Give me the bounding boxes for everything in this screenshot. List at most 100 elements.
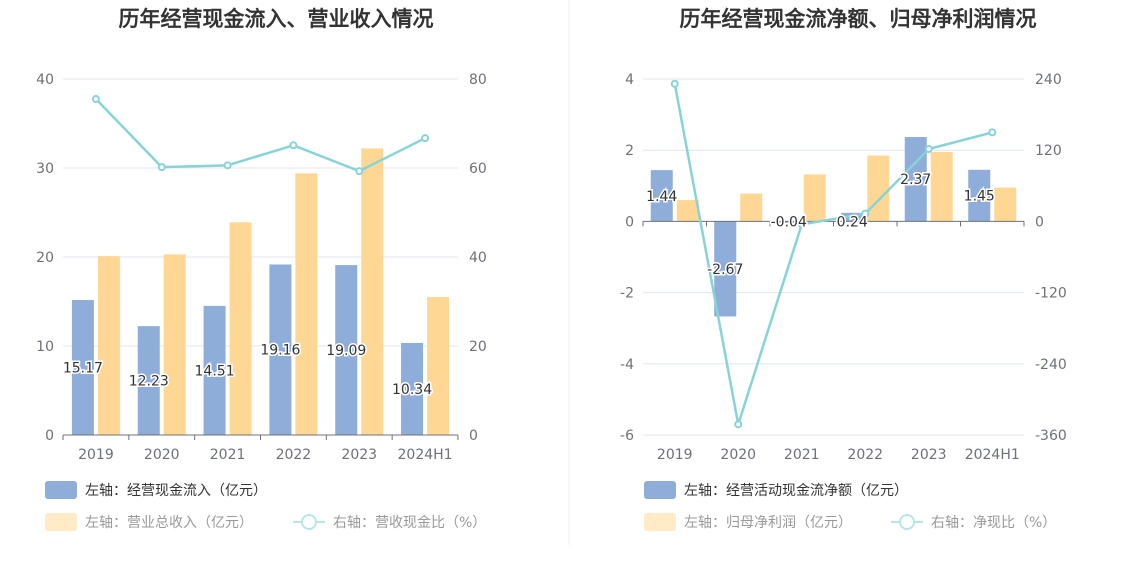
y-left-tick-label: 2 xyxy=(625,143,634,159)
y-right-tick-label: 40 xyxy=(469,250,487,266)
x-tick-label: 2023 xyxy=(341,447,377,463)
y-left-tick-label: 30 xyxy=(36,161,54,177)
data-label: -0.04 xyxy=(771,214,807,230)
data-label: 2.37 xyxy=(900,172,931,188)
bar-primary xyxy=(777,221,800,223)
x-tick-label: 2019 xyxy=(78,447,114,463)
bar-secondary xyxy=(994,187,1017,222)
data-labels: 15.17 12.23 14.51 19.16 19.09 10.34 xyxy=(61,341,433,399)
bar-secondary xyxy=(229,222,252,435)
legend: 左轴：经营活动现金流净额（亿元） 左轴：归母净利润（亿元） 右轴：净现比（%） xyxy=(644,481,1056,531)
legend-item-cash-inflow[interactable]: 左轴：经营现金流入（亿元） xyxy=(45,481,267,499)
ratio-line-point xyxy=(924,145,933,154)
y-left-tick-label: 40 xyxy=(36,72,54,88)
legend-item-net-cashflow[interactable]: 左轴：经营活动现金流净额（亿元） xyxy=(644,481,908,499)
legend-item-net-profit[interactable]: 左轴：归母净利润（亿元） xyxy=(644,513,852,531)
bar-secondary xyxy=(930,151,953,222)
x-tick-label: 2024H1 xyxy=(965,447,1020,463)
bar-secondary xyxy=(427,297,450,435)
legend-label: 左轴：归母净利润（亿元） xyxy=(684,514,852,531)
y-right-tick-label: 80 xyxy=(469,72,487,88)
bar-secondary xyxy=(867,155,890,222)
bar-primary xyxy=(401,342,424,435)
legend-swatch xyxy=(644,513,676,531)
bars xyxy=(71,148,450,436)
legend-label: 左轴：经营活动现金流净额（亿元） xyxy=(684,483,908,499)
x-tick-label: 2022 xyxy=(276,447,312,463)
bars xyxy=(650,137,1017,317)
ratio-line-path xyxy=(95,98,426,173)
y-right-tick-label: -120 xyxy=(1035,286,1067,302)
y-right-tick-label: -360 xyxy=(1035,428,1067,444)
bar-secondary xyxy=(295,173,318,435)
ratio-line-point xyxy=(289,141,298,150)
x-tick-label: 2022 xyxy=(847,447,883,463)
bar-primary xyxy=(968,169,991,222)
ratio-line-point xyxy=(988,128,997,137)
legend-marker xyxy=(301,514,317,530)
legend-swatch xyxy=(45,481,77,499)
data-label: -2.67 xyxy=(707,262,743,278)
legend-label: 左轴：营业总收入（亿元） xyxy=(85,515,253,531)
legend-swatch xyxy=(45,513,77,531)
bar-primary xyxy=(714,221,737,317)
legend: 左轴：经营现金流入（亿元） 左轴：营业总收入（亿元） 右轴：营收现金比（%） xyxy=(45,481,486,531)
bar-secondary xyxy=(163,254,186,435)
chart-title: 历年经营现金流入、营业收入情况 xyxy=(119,7,434,31)
y-right-tick-label: -240 xyxy=(1035,357,1067,373)
y-right-tick-label: 60 xyxy=(469,161,487,177)
legend-item-ratio[interactable]: 右轴：营收现金比（%） xyxy=(293,514,486,531)
x-tick-label: 2019 xyxy=(657,447,693,463)
y-left-tick-label: 10 xyxy=(36,339,54,355)
data-label: 15.17 xyxy=(63,360,103,376)
ratio-line-point xyxy=(734,420,743,429)
net-cashflow-profit-chart: 历年经营现金流净额、归母净利润情况 -6 -4 -2 0 2 4 -360 -240 -120 0… xyxy=(620,7,1067,531)
y-right-tick-label: 240 xyxy=(1035,72,1062,88)
grid-lines xyxy=(643,78,1024,436)
data-label: 12.23 xyxy=(129,374,169,390)
y-left-tick-label: 20 xyxy=(36,250,54,266)
bar-secondary xyxy=(740,193,763,222)
ratio-line-point xyxy=(355,167,364,176)
legend-item-net-ratio[interactable]: 右轴：净现比（%） xyxy=(891,514,1056,531)
x-tick-label: 2021 xyxy=(784,447,820,463)
legend-swatch xyxy=(644,481,676,499)
bar-primary xyxy=(203,305,226,435)
bar-primary xyxy=(269,264,292,435)
y-right-tick-label: 0 xyxy=(1035,214,1044,230)
cash-inflow-revenue-chart: 历年经营现金流入、营业收入情况 0 10 20 30 40 0 20 40 60 80 2019 20… xyxy=(36,7,487,531)
ratio-line-point xyxy=(157,163,166,172)
ratio-line xyxy=(91,95,430,176)
y-right-tick-label: 20 xyxy=(469,339,487,355)
axes: -6 -4 -2 0 2 4 -360 -240 -120 0 120 240 2019 2020 2021… xyxy=(620,72,1067,463)
bar-secondary xyxy=(361,148,384,436)
bar-primary xyxy=(650,170,673,222)
legend-label: 右轴：净现比（%） xyxy=(931,515,1056,531)
data-labels: 1.44 -2.67 -0.04 0.24 2.37 1.45 xyxy=(645,171,997,280)
data-label: 19.16 xyxy=(260,343,300,359)
data-label: 10.34 xyxy=(392,382,432,398)
data-label: 1.44 xyxy=(646,189,677,205)
y-left-tick-label: 4 xyxy=(625,72,634,88)
legend-label: 右轴：营收现金比（%） xyxy=(333,515,486,531)
ratio-line-point xyxy=(223,161,232,170)
grid-lines xyxy=(63,78,458,347)
data-label: 0.24 xyxy=(837,214,868,230)
bar-secondary xyxy=(676,200,699,222)
ratio-line xyxy=(670,79,997,429)
ratio-line-point xyxy=(797,220,806,229)
x-tick-label: 2020 xyxy=(720,447,756,463)
ratio-line-point xyxy=(861,209,870,218)
y-left-tick-label: 0 xyxy=(625,214,634,230)
y-right-tick-label: 120 xyxy=(1035,143,1062,159)
ratio-line-point xyxy=(91,95,100,104)
legend-label: 左轴：经营现金流入（亿元） xyxy=(85,483,267,499)
ratio-line-path xyxy=(673,83,993,426)
bar-primary xyxy=(71,299,94,435)
legend-item-revenue[interactable]: 左轴：营业总收入（亿元） xyxy=(45,513,253,531)
bar-primary xyxy=(335,265,358,435)
ratio-line-point xyxy=(670,79,679,88)
ratio-line-point xyxy=(421,134,430,143)
chart-title: 历年经营现金流净额、归母净利润情况 xyxy=(680,7,1037,31)
